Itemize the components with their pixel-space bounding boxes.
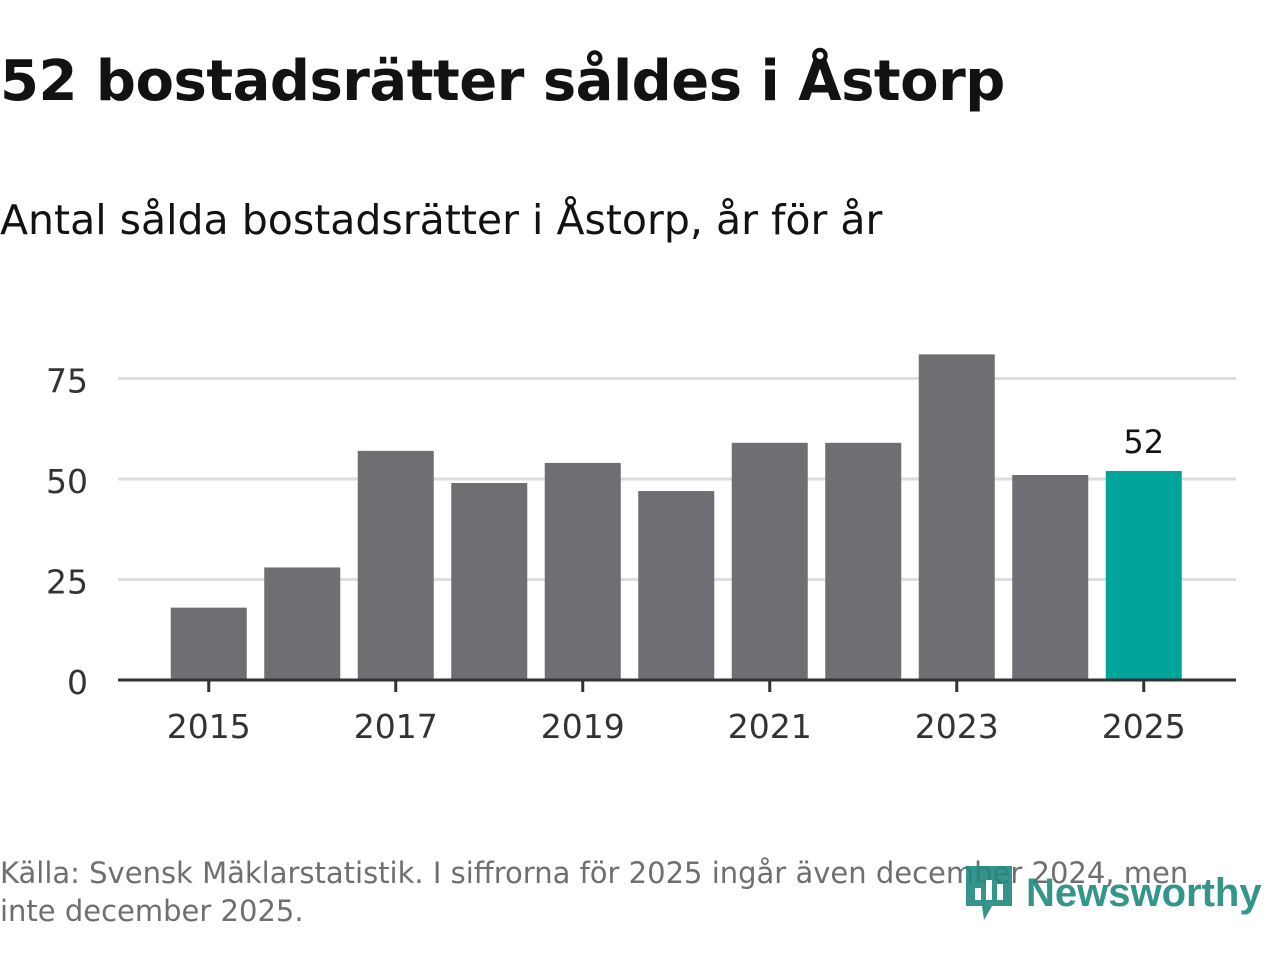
y-tick-label-0: 0 xyxy=(67,663,88,702)
bar-2025 xyxy=(1105,470,1182,680)
newsworthy-logo: Newsworthy xyxy=(962,862,1262,924)
x-tick-label-2017: 2017 xyxy=(354,707,438,746)
bar-2022 xyxy=(825,442,902,680)
y-tick-label-25: 25 xyxy=(46,563,88,602)
bar-2018 xyxy=(451,483,528,680)
bar-2021 xyxy=(731,442,808,680)
x-tick-label-2019: 2019 xyxy=(541,707,625,746)
y-tick-label-75: 75 xyxy=(46,362,88,401)
bar-2024 xyxy=(1012,474,1089,680)
y-tick-label-50: 50 xyxy=(46,462,88,501)
x-tick-label-2015: 2015 xyxy=(167,707,251,746)
bar-2017 xyxy=(357,450,434,680)
x-tick-label-2023: 2023 xyxy=(915,707,999,746)
newsworthy-logo-text: Newsworthy xyxy=(1026,871,1262,915)
bar-2016 xyxy=(264,567,341,680)
bar-2015 xyxy=(170,607,247,680)
newsworthy-logo-icon xyxy=(966,866,1012,920)
x-tick-label-2025: 2025 xyxy=(1102,707,1186,746)
chart-subtitle: Antal sålda bostadsrätter i Åstorp, år f… xyxy=(0,196,883,244)
bar-chart: 0 25 50 75 2015 2017 2019 2021 2023 2025 52 xyxy=(46,354,1236,747)
bars xyxy=(170,354,1182,680)
bar-2020 xyxy=(638,491,715,680)
bar-2019 xyxy=(544,462,621,680)
data-label-2025: 52 xyxy=(1123,423,1164,461)
labels: 0 25 50 75 2015 2017 2019 2021 2023 2025 52 xyxy=(46,362,1186,747)
bar-2023 xyxy=(918,354,995,680)
chart-title: 52 bostadsrätter såldes i Åstorp xyxy=(0,49,1005,114)
x-tick-label-2021: 2021 xyxy=(728,707,812,746)
axes xyxy=(118,678,1236,692)
